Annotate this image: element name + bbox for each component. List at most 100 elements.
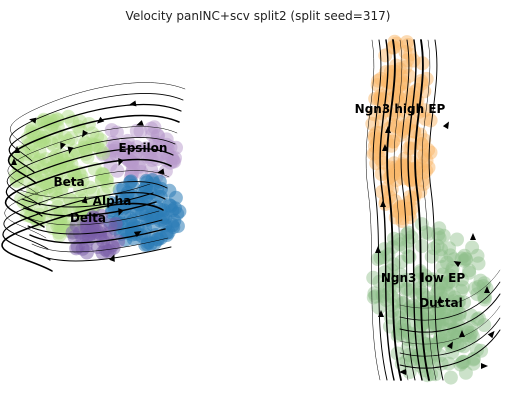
cell-point [427,353,442,368]
streamline-arrowhead [382,144,388,151]
cell-point [107,137,122,152]
cell-point [434,276,448,291]
streamline-arrowhead [481,363,488,369]
cell-point [96,186,111,201]
cell-point [80,150,95,165]
cluster-label: Ngn3 high EP [355,102,446,116]
cell-point [369,156,384,171]
streamline-arrowhead [81,196,88,204]
velocity-streamline [399,293,501,333]
velocity-streamline [6,137,176,206]
cell-point [446,305,461,320]
cell-point [94,172,109,187]
cell-point [471,256,486,271]
cell-point [385,304,400,319]
cell-point [412,348,426,363]
velocity-streamline [10,82,186,151]
cell-point [401,332,416,347]
cell-point [36,112,51,127]
cell-point [25,181,40,195]
cell-point [432,221,447,236]
cell-point [95,168,110,182]
velocity-streamline [4,170,170,239]
cell-point [404,230,419,245]
cell-point [133,124,148,139]
cell-point [53,163,68,178]
cell-point [377,242,392,256]
cell-point [85,126,100,141]
cell-point [453,338,467,353]
velocity-streamline [5,147,174,217]
cell-point [415,305,430,320]
cell-point [19,154,34,169]
cell-point [401,225,416,240]
cell-point [443,370,458,385]
streamline-arrowhead [14,146,20,153]
cell-point [435,267,450,282]
cell-point [404,352,419,367]
cell-point [445,328,460,342]
cell-point [430,306,445,321]
cell-point [420,290,434,305]
cell-point [445,261,460,276]
cell-point [370,252,385,266]
cell-point [114,148,129,163]
streamline-arrowhead [118,208,124,216]
cell-point [71,119,86,134]
cell-point [384,297,399,312]
velocity-streamline [3,181,168,250]
cell-point [419,296,434,311]
cell-point [415,344,430,358]
cell-point [414,74,429,88]
velocity-streamline [23,201,157,217]
cell-point [451,295,466,310]
cell-point [465,240,480,255]
velocity-streamline [31,237,169,253]
cell-point [43,112,58,127]
cell-point [471,311,486,326]
velocity-streamlines [1,39,501,381]
cell-point [381,75,396,90]
velocity-streamline [27,219,163,235]
streamline-arrowhead [133,231,142,238]
cell-point [457,253,472,268]
velocity-streamline [8,103,182,173]
cell-point [393,267,408,282]
cell-point [39,152,54,167]
cell-point [72,199,87,214]
cell-point [428,340,443,354]
cell-point [43,121,58,135]
cell-point [440,286,455,301]
cell-point [87,138,102,153]
cell-point [46,138,61,153]
cell-point [393,303,408,318]
cell-point [378,197,393,211]
cell-point [412,281,427,296]
cell-point [90,129,105,144]
cell-point [51,217,66,232]
velocity-streamline [29,228,166,244]
cell-point [442,322,457,337]
cell-point [417,331,431,346]
cell-point [167,154,182,169]
cell-point [436,306,450,321]
cell-point [450,318,465,333]
cell-point [418,225,433,240]
velocity-streamline [25,210,160,226]
velocity-streamline [33,246,172,262]
cell-point [431,227,446,242]
streamline-arrowhead [442,121,449,130]
cell-point [415,285,430,300]
cell-point [470,312,485,327]
cell-point [384,273,399,287]
cell-point [144,163,159,177]
cell-point [50,191,65,206]
cell-point [462,263,477,278]
cell-point [392,200,407,215]
cell-point [425,339,439,354]
cell-point [413,310,428,325]
cell-point [470,248,485,263]
cell-point [457,295,472,310]
cell-point [24,124,38,139]
cell-point [101,179,116,194]
